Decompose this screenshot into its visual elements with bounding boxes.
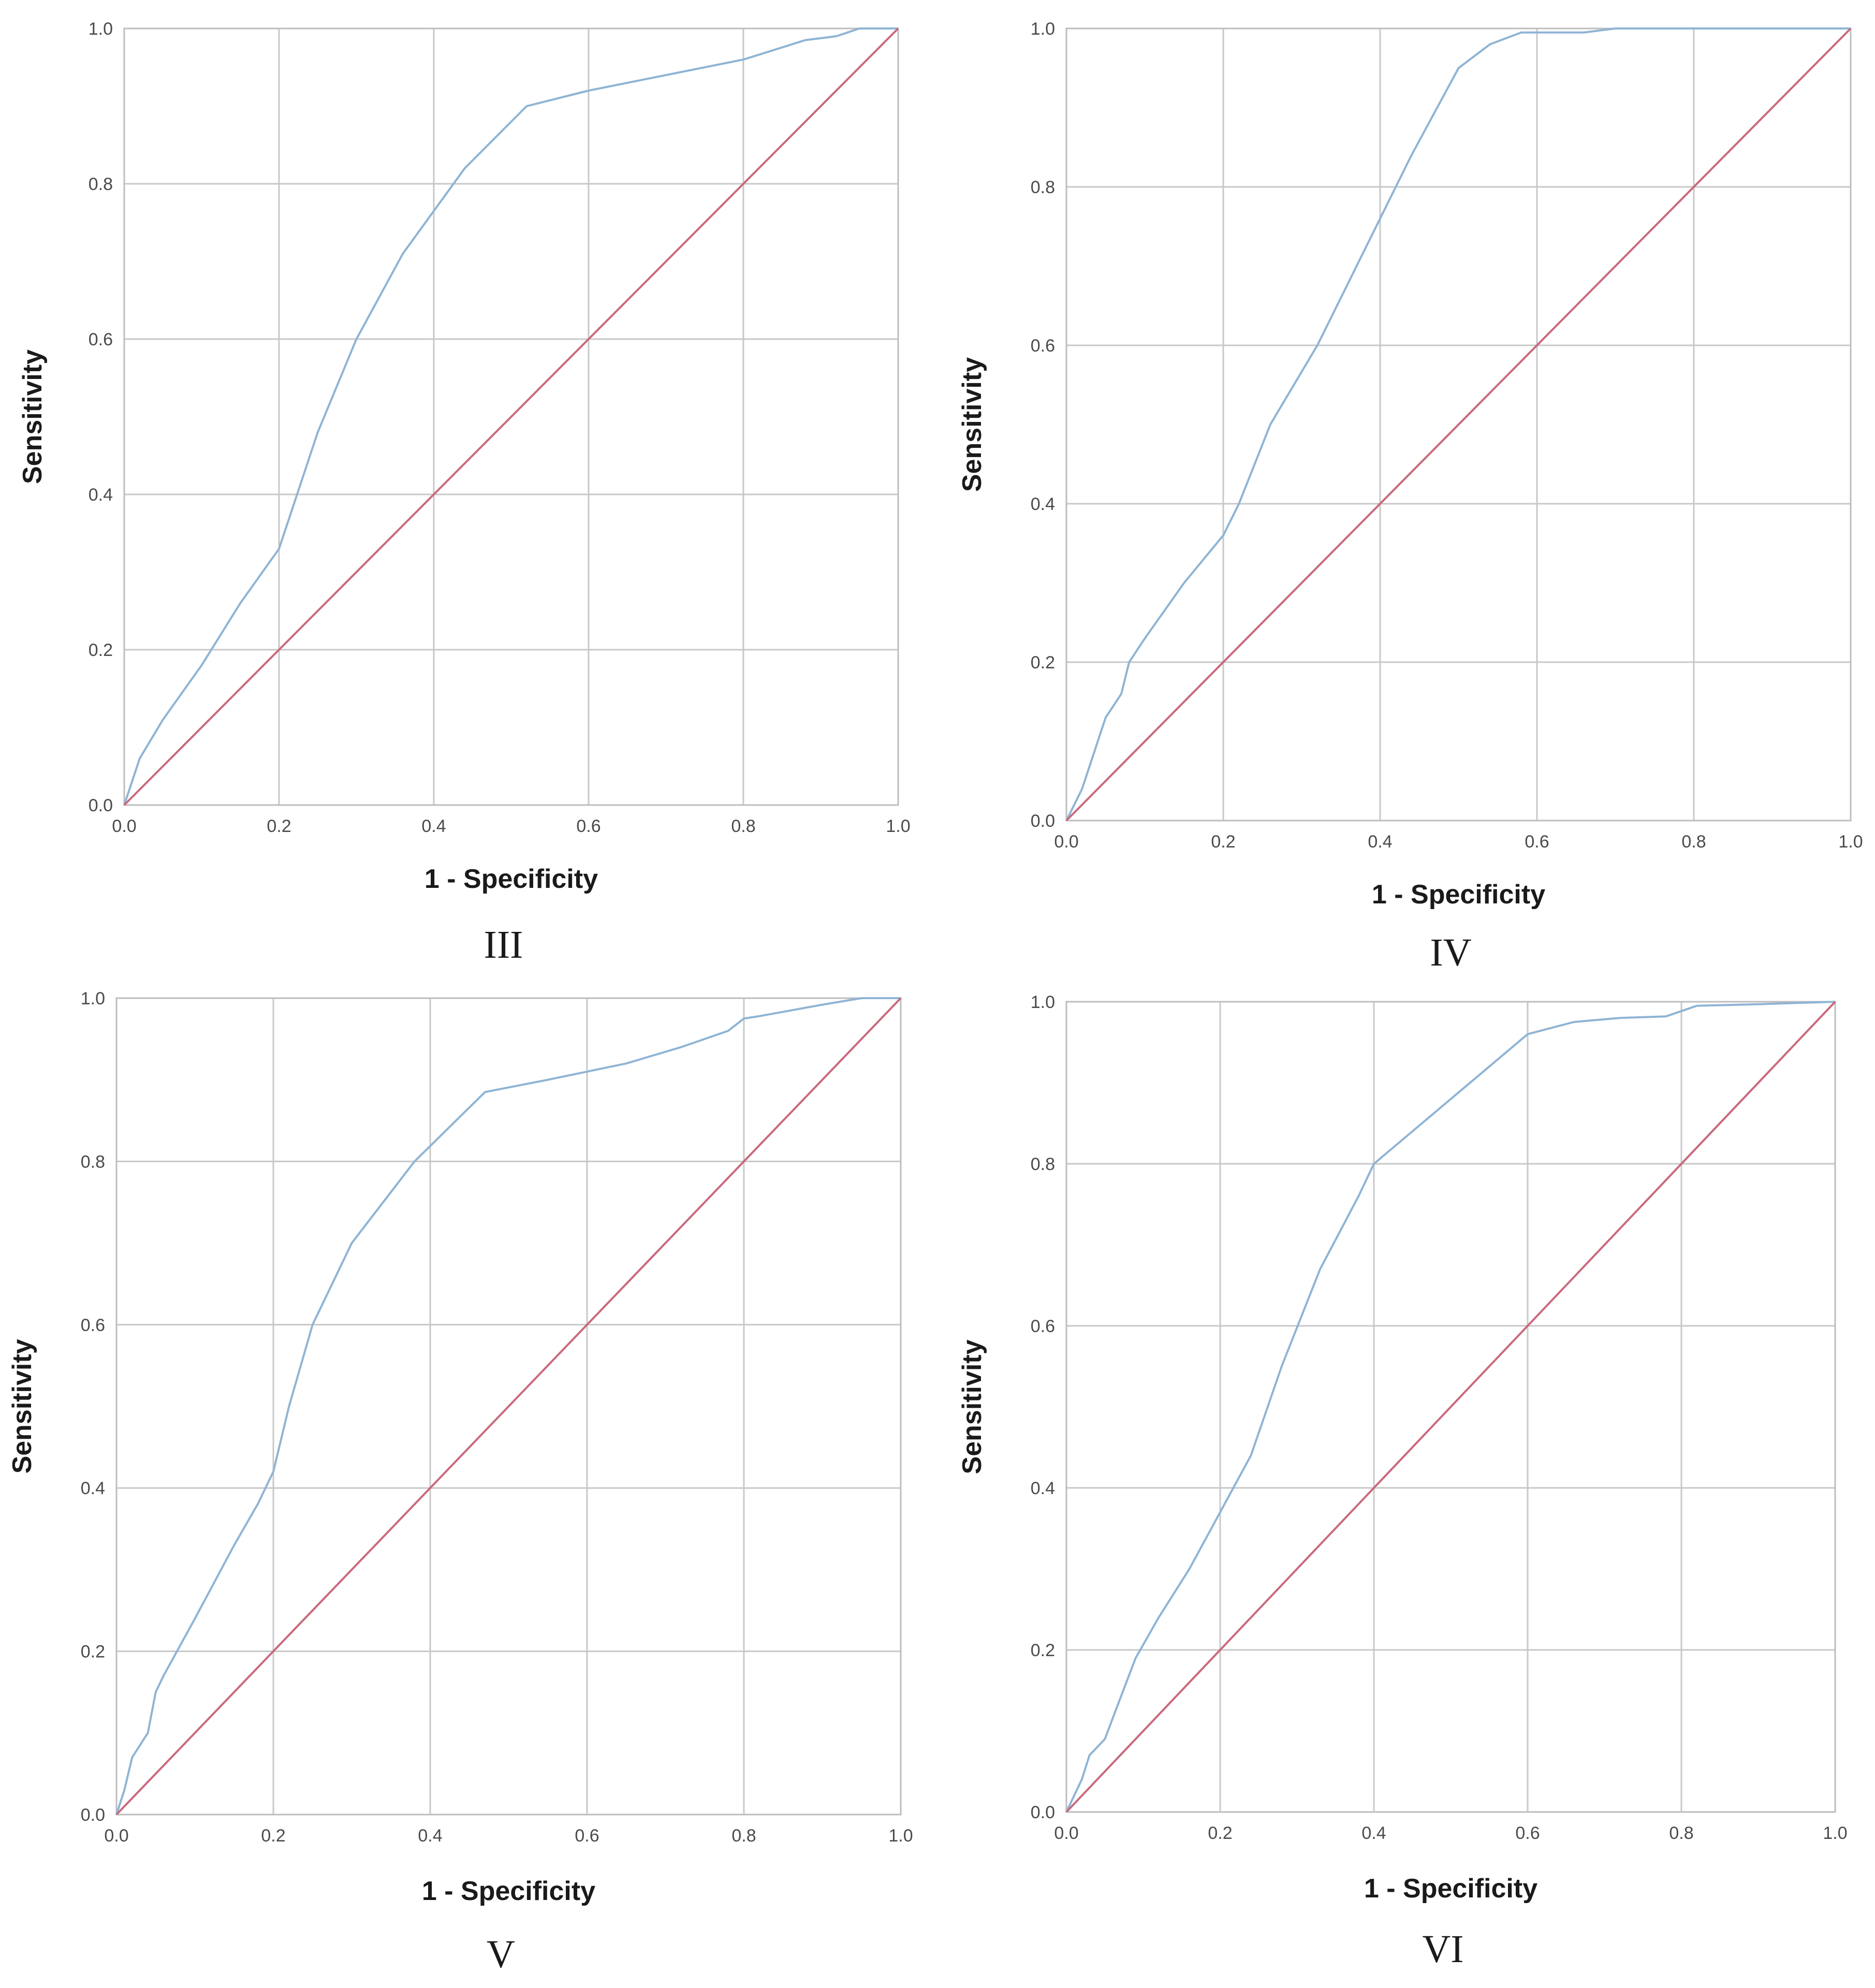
y-tick-label: 1.0: [89, 19, 113, 39]
x-tick-label: 0.4: [1361, 1823, 1386, 1843]
x-tick-label: 0.2: [261, 1826, 285, 1846]
y-axis-label: Sensitivity: [7, 1339, 37, 1473]
y-tick-label: 0.0: [1031, 811, 1055, 831]
panel-label: IV: [1430, 931, 1471, 974]
x-tick-label: 0.4: [1368, 832, 1392, 852]
roc-curve: [1065, 1001, 1836, 1812]
roc-panel-v: 0.0 0.2 0.4 0.6 0.8 1.0 0.0 0.2 0.4 0.6 0.8 1.0 1 - …: [7, 989, 913, 1976]
panel-label: V: [487, 1933, 515, 1976]
x-tick-label: 0.4: [418, 1826, 442, 1846]
y-tick-label: 0.2: [81, 1642, 105, 1662]
roc-panel-vi: 0.0 0.2 0.4 0.6 0.8 1.0 0.0 0.2 0.4 0.6 0.8 1.0 1 - …: [957, 992, 1848, 1971]
y-tick-label: 0.0: [81, 1805, 105, 1825]
x-axis-label: 1 - Specificity: [1372, 880, 1545, 910]
x-tick-label: 0.0: [1054, 832, 1078, 852]
roc-curve: [115, 997, 901, 1815]
y-tick-label: 0.0: [1031, 1803, 1055, 1822]
y-tick-label: 0.8: [89, 174, 113, 194]
x-tick-label: 0.2: [1211, 832, 1235, 852]
reference-line: [1065, 27, 1852, 822]
y-tick-label: 0.4: [81, 1479, 105, 1498]
reference-line: [1065, 1001, 1836, 1813]
x-tick-label: 0.6: [1515, 1823, 1540, 1843]
y-tick-label: 0.0: [89, 796, 113, 815]
reference-line: [123, 27, 899, 806]
y-tick-label: 0.8: [1031, 178, 1055, 197]
y-axis-label: Sensitivity: [957, 357, 987, 492]
y-tick-label: 0.8: [81, 1152, 105, 1172]
x-tick-label: 0.2: [267, 816, 291, 836]
plot-frame: [1065, 27, 1852, 822]
roc-panel-iii: 0.0 0.2 0.4 0.6 0.8 1.0 0.0 0.2 0.4 0.6 0.8 1.0 1 - …: [18, 19, 911, 967]
y-tick-label: 0.4: [1031, 1479, 1055, 1498]
x-tick-label: 0.0: [1054, 1823, 1078, 1843]
x-tick-label: 1.0: [1838, 832, 1863, 852]
y-tick-label: 0.4: [1031, 494, 1055, 514]
plot-frame: [1065, 1001, 1836, 1813]
x-axis-label: 1 - Specificity: [1364, 1874, 1537, 1904]
x-tick-label: 0.4: [421, 816, 446, 836]
panel-label: III: [484, 923, 523, 967]
roc-curve: [123, 27, 898, 806]
y-tick-label: 0.6: [1031, 336, 1055, 356]
x-tick-label: 0.6: [575, 1826, 599, 1846]
x-axis-label: 1 - Specificity: [422, 1876, 595, 1906]
y-tick-label: 0.2: [89, 640, 113, 660]
x-tick-label: 0.8: [1681, 832, 1706, 852]
x-tick-label: 0.2: [1208, 1823, 1232, 1843]
y-axis-label: Sensitivity: [957, 1339, 987, 1474]
x-tick-label: 0.0: [104, 1826, 128, 1846]
y-tick-label: 0.6: [89, 330, 113, 349]
x-tick-label: 0.8: [731, 816, 755, 836]
plot-frame: [115, 997, 902, 1816]
x-tick-label: 0.0: [112, 816, 136, 836]
x-axis-label: 1 - Specificity: [424, 864, 598, 894]
x-tick-label: 1.0: [1823, 1823, 1847, 1843]
panel-label: VI: [1422, 1927, 1463, 1971]
roc-panel-iv: 0.0 0.2 0.4 0.6 0.8 1.0 0.0 0.2 0.4 0.6 0.8 1.0 1 - …: [957, 19, 1863, 974]
y-axis-label: Sensitivity: [18, 349, 48, 484]
y-tick-label: 0.2: [1031, 653, 1055, 673]
y-tick-label: 0.4: [89, 485, 113, 505]
roc-curve: [1065, 27, 1851, 821]
reference-line: [115, 997, 902, 1816]
y-tick-label: 1.0: [1031, 992, 1055, 1012]
y-tick-label: 1.0: [1031, 19, 1055, 39]
plot-frame: [123, 27, 899, 806]
x-tick-label: 0.6: [576, 816, 600, 836]
x-tick-label: 1.0: [886, 816, 910, 836]
y-tick-label: 1.0: [81, 989, 105, 1008]
y-tick-label: 0.8: [1031, 1154, 1055, 1174]
y-tick-label: 0.6: [1031, 1317, 1055, 1336]
x-tick-label: 1.0: [888, 1826, 913, 1846]
y-tick-label: 0.6: [81, 1315, 105, 1335]
y-tick-label: 0.2: [1031, 1641, 1055, 1660]
x-tick-label: 0.6: [1525, 832, 1549, 852]
x-tick-label: 0.8: [731, 1826, 756, 1846]
x-tick-label: 0.8: [1669, 1823, 1693, 1843]
